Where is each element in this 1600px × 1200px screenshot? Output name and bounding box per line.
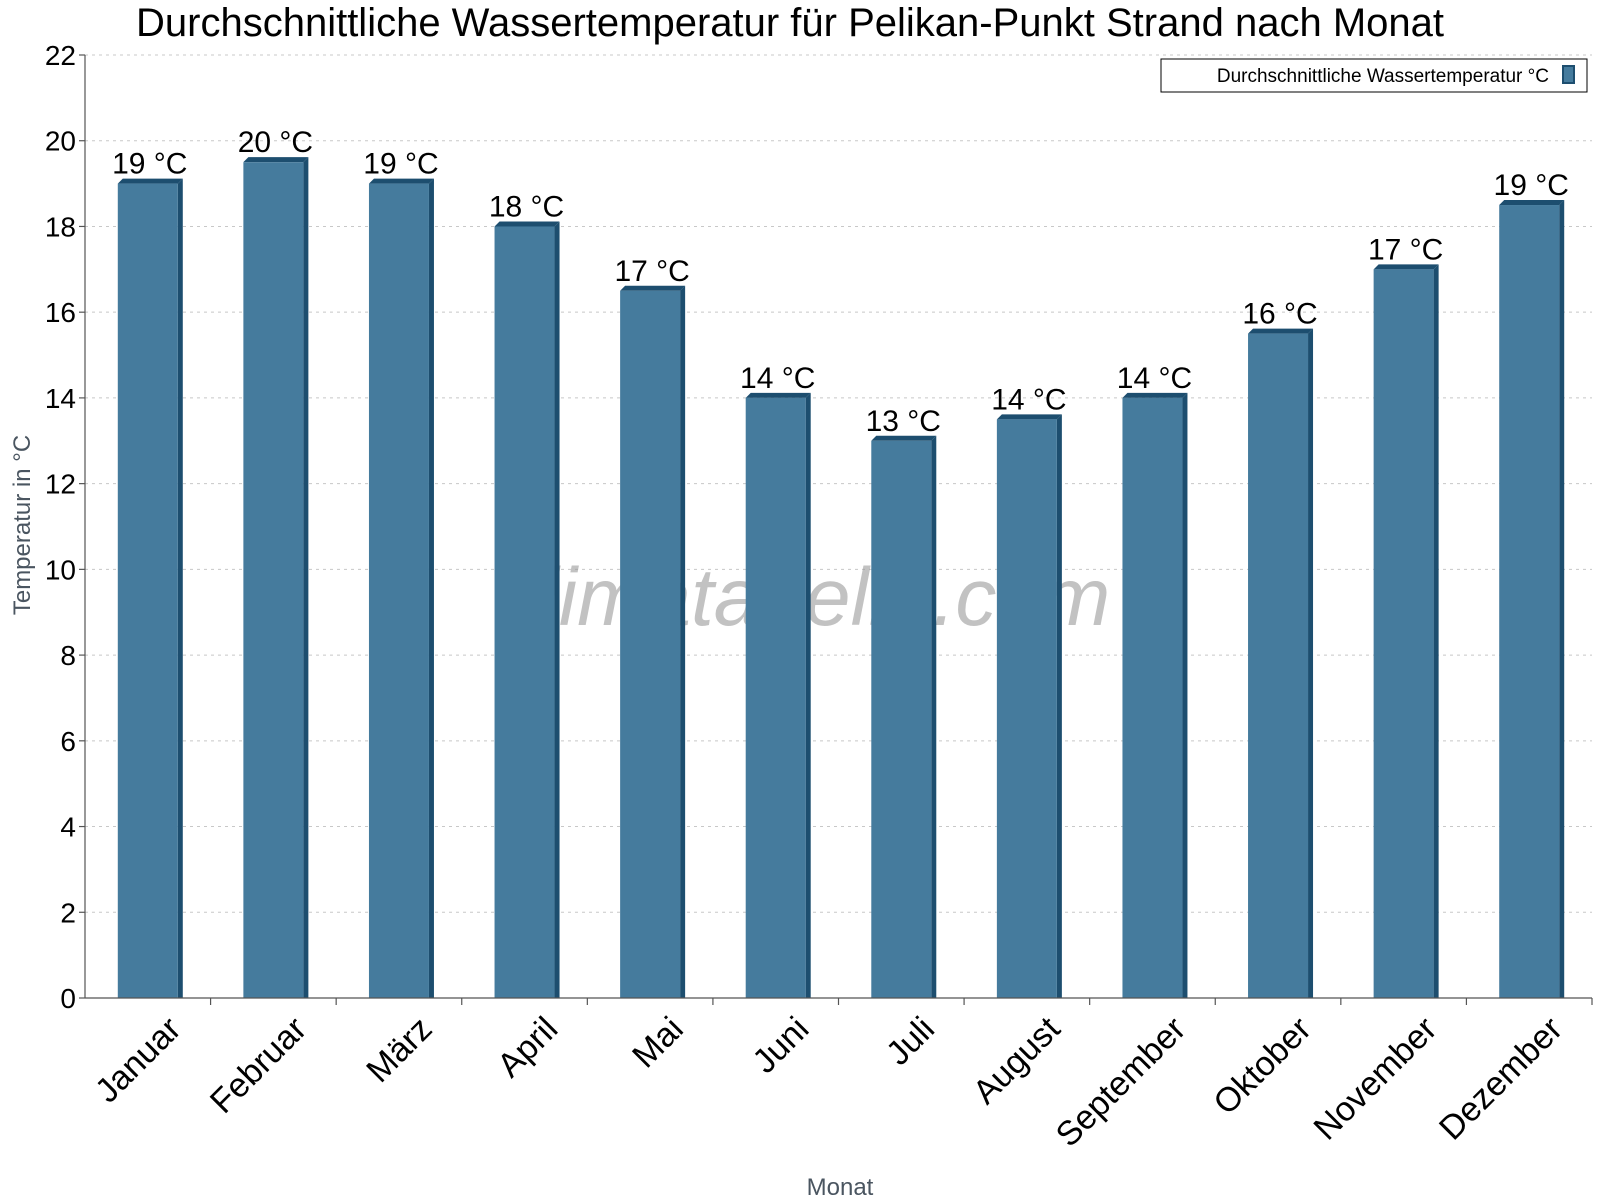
bar-front: [494, 226, 555, 999]
bar-top: [494, 221, 560, 227]
bar-top: [871, 435, 937, 441]
bar-juli: [871, 435, 937, 999]
x-tick-label: September: [1049, 1010, 1193, 1154]
bar-side: [428, 178, 434, 998]
bar-november: [1373, 264, 1439, 998]
bar-front: [243, 162, 304, 999]
bar-august: [996, 414, 1062, 998]
bar-front: [1122, 397, 1183, 999]
bars: [117, 157, 1565, 999]
bar-value-label: 18 °C: [489, 190, 564, 223]
bar-januar: [117, 178, 183, 998]
bar-april: [494, 221, 560, 999]
y-tick-label: 14: [45, 383, 76, 414]
bar-top: [117, 178, 183, 184]
bar-front: [117, 183, 178, 998]
gridlines: [85, 54, 1592, 913]
y-axis-ticks: 0 2 4 6 8 10 12 14 16 18 20 22: [45, 40, 85, 1014]
bar-value-label: 19 °C: [1494, 169, 1569, 202]
bar-front: [871, 440, 932, 999]
bar-side: [303, 157, 309, 999]
legend-label: Durchschnittliche Wassertemperatur °C: [1217, 66, 1549, 87]
bar-side: [177, 178, 183, 998]
bar-top: [1373, 264, 1439, 270]
chart-title: Durchschnittliche Wassertemperatur für P…: [136, 1, 1444, 45]
bar-front: [996, 419, 1057, 998]
bar-value-label: 16 °C: [1242, 298, 1317, 331]
x-tick-label: Februar: [203, 1010, 314, 1121]
legend-box: [1160, 58, 1588, 93]
bar-top: [745, 392, 811, 398]
y-tick-label: 2: [60, 897, 76, 928]
x-tick-label: Juni: [745, 1010, 816, 1081]
bar-value-label: 17 °C: [614, 255, 689, 288]
y-tick-label: 12: [45, 469, 76, 500]
bar-mai: [620, 285, 686, 998]
y-axis-title: Temperatur in °C: [9, 435, 36, 615]
bar-value-label: 20 °C: [238, 126, 313, 159]
bar-value-label: 14 °C: [1117, 362, 1192, 395]
x-tick-label: November: [1307, 1010, 1445, 1148]
x-tick-label: März: [359, 1010, 439, 1090]
x-tick-label: Dezember: [1432, 1010, 1570, 1148]
x-tick-label: Mai: [625, 1010, 691, 1076]
x-tick-label: Oktober: [1206, 1010, 1318, 1122]
x-tick-label: August: [966, 1009, 1068, 1111]
bar-front: [368, 183, 429, 998]
bar-front: [1373, 269, 1434, 998]
legend: Durchschnittliche Wassertemperatur °C: [1160, 58, 1588, 93]
bar-side: [1056, 414, 1062, 998]
bar-front: [620, 290, 681, 998]
bar-oktober: [1248, 328, 1314, 998]
bar-front: [1499, 205, 1560, 999]
bar-top: [243, 157, 309, 163]
bar-side: [1433, 264, 1439, 998]
bar-value-label: 19 °C: [112, 148, 187, 181]
bar-top: [368, 178, 434, 184]
bar-september: [1122, 392, 1188, 999]
y-tick-label: 8: [60, 640, 76, 671]
y-tick-label: 6: [60, 726, 76, 757]
y-tick-label: 22: [45, 40, 76, 71]
y-tick-label: 4: [60, 812, 76, 843]
bar-side: [1559, 200, 1565, 999]
y-tick-label: 10: [45, 554, 76, 585]
bar-top: [1122, 392, 1188, 398]
legend-swatch: [1562, 65, 1575, 84]
bar-side: [1182, 392, 1188, 999]
x-tick-label: Juli: [879, 1010, 942, 1073]
bar-side: [931, 435, 937, 999]
bar-februar: [243, 157, 309, 999]
bar-value-label: 14 °C: [740, 362, 815, 395]
bar-top: [1248, 328, 1314, 334]
bar-top: [996, 414, 1062, 420]
x-axis-title: Monat: [807, 1174, 874, 1200]
axes: [84, 55, 1592, 999]
y-tick-label: 0: [60, 983, 76, 1014]
bar-side: [1308, 328, 1314, 998]
bar-juni: [745, 392, 811, 999]
bar-top: [620, 285, 686, 291]
y-tick-label: 18: [45, 211, 76, 242]
x-tick-label: April: [490, 1010, 565, 1085]
bar-side: [554, 221, 560, 999]
bar-side: [680, 285, 686, 998]
bar-value-label: 13 °C: [866, 405, 941, 438]
bar-dezember: [1499, 200, 1565, 999]
bar-labels: 19 °C 20 °C 19 °C 18 °C 17 °C 14 °C 13 °C 14 °C…: [112, 126, 1569, 438]
bar-value-label: 19 °C: [363, 148, 438, 181]
bar-front: [1248, 333, 1309, 998]
y-tick-label: 16: [45, 297, 76, 328]
y-tick-label: 20: [45, 126, 76, 157]
bar-value-label: 14 °C: [991, 383, 1066, 416]
bar-side: [805, 392, 811, 999]
x-tick-label: Januar: [88, 1010, 188, 1110]
bar-value-label: 17 °C: [1368, 233, 1443, 266]
x-axis-ticks: Januar Februar März April Mai Juni Juli AugustS…: [88, 998, 1593, 1154]
bar-top: [1499, 200, 1565, 206]
bar-märz: [368, 178, 434, 998]
bar-front: [745, 397, 806, 999]
